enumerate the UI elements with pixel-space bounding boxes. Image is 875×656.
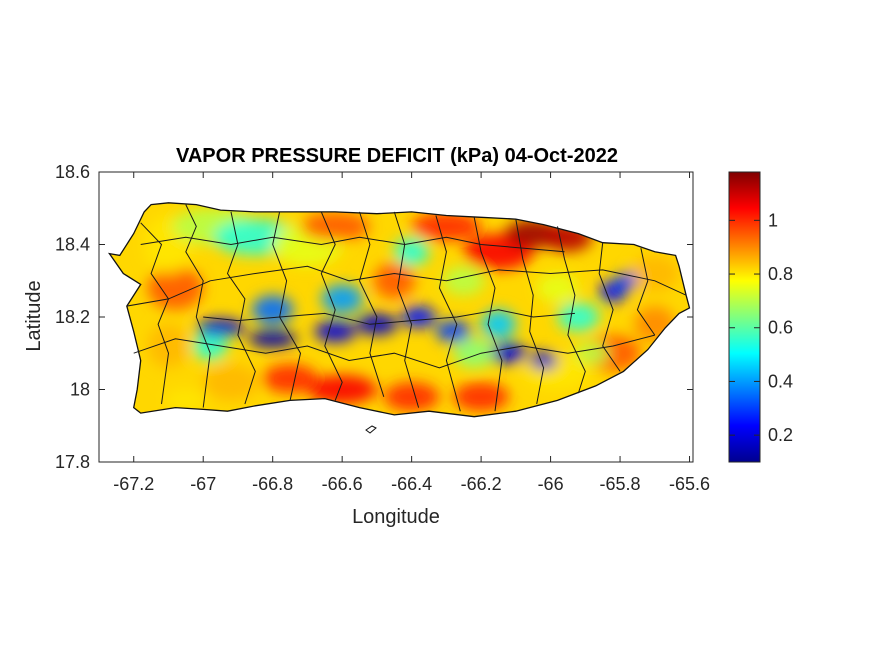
municipality-border-15 <box>133 334 655 369</box>
colorbar-ticks: 0.2 0.4 0.6 0.8 1 <box>729 210 793 445</box>
island-outline <box>107 202 691 418</box>
vpd-cell-11 <box>630 255 680 292</box>
x-tick-label-4: -66.4 <box>391 474 432 494</box>
municipality-borders <box>126 204 687 412</box>
municipality-border-4 <box>320 211 343 401</box>
colorbar-tick-label-4: 1 <box>768 210 778 230</box>
vpd-cell-7 <box>411 211 482 241</box>
vpd-cell-41 <box>165 389 207 412</box>
x-tick-label-0: -67.2 <box>113 474 154 494</box>
vpd-cell-0 <box>147 266 204 310</box>
colorbar-tick-label-3: 0.8 <box>768 264 793 284</box>
vpd-cell-24 <box>481 309 516 339</box>
vpd-cell-25 <box>536 273 579 303</box>
vpd-cell-6 <box>373 262 416 299</box>
municipality-border-16 <box>203 309 575 325</box>
plot-area <box>98 171 694 463</box>
x-tick-label-1: -67 <box>190 474 216 494</box>
x-axis: -67.2 -67 -66.8 -66.6 -66.4 -66.2 -66 -65.8 -65.… <box>113 172 710 494</box>
vpd-cell-32 <box>248 329 297 348</box>
vpd-cell-26 <box>557 302 600 332</box>
x-tick-label-6: -66 <box>538 474 564 494</box>
x-tick-label-3: -66.6 <box>322 474 363 494</box>
x-tick-label-5: -66.2 <box>461 474 502 494</box>
colorbar-tick-label-0: 0.2 <box>768 425 793 445</box>
vpd-cell-19 <box>203 364 259 401</box>
offshore-islets <box>365 425 377 434</box>
municipality-border-3 <box>272 211 302 401</box>
chart-title: VAPOR PRESSURE DEFICIT (kPa) 04-Oct-2022 <box>176 145 618 167</box>
colorbar-tick-label-1: 0.4 <box>768 371 793 391</box>
vpd-cell-33 <box>314 320 357 343</box>
vpd-cell-18 <box>262 364 318 394</box>
vpd-field <box>144 208 680 412</box>
colorbar-gradient <box>728 171 761 463</box>
vpd-cell-29 <box>251 295 294 325</box>
islet-caja-de-muerto <box>365 425 377 434</box>
colorbar-tick-label-2: 0.6 <box>768 318 793 338</box>
vpd-cell-35 <box>401 306 436 328</box>
municipality-border-10 <box>557 226 586 394</box>
x-tick-label-7: -65.8 <box>600 474 641 494</box>
vpd-cell-5 <box>300 211 370 241</box>
vpd-cell-20 <box>147 324 190 368</box>
vpd-cell-28 <box>192 331 228 361</box>
vpd-cell-34 <box>356 313 398 336</box>
y-tick-label-0: 17.8 <box>55 452 90 472</box>
municipality-border-12 <box>636 247 656 336</box>
municipality-border-14 <box>140 236 565 253</box>
vpd-cell-31 <box>196 318 245 337</box>
y-tick-label-1: 18 <box>70 380 90 400</box>
colorbar: 0.2 0.4 0.6 0.8 1 <box>728 171 793 463</box>
municipality-border-6 <box>393 211 420 408</box>
y-tick-label-4: 18.6 <box>55 162 90 182</box>
vpd-cell-15 <box>453 382 509 412</box>
x-axis-label: Longitude <box>352 506 440 528</box>
municipality-border-1 <box>185 204 211 408</box>
municipality-border-8 <box>473 217 503 412</box>
vpd-cell-17 <box>307 375 377 404</box>
vpd-cell-40 <box>616 271 638 290</box>
vpd-cell-16 <box>383 382 440 412</box>
island-heatmap <box>109 202 690 417</box>
vpd-cell-30 <box>321 284 364 314</box>
vpd-cell-22 <box>442 266 485 296</box>
x-tick-label-2: -66.8 <box>252 474 293 494</box>
vpd-cell-36 <box>435 320 471 343</box>
vpd-cell-37 <box>491 342 527 365</box>
y-axis-label: Latitude <box>23 280 45 351</box>
municipality-border-11 <box>598 242 621 372</box>
x-tick-label-8: -65.6 <box>669 474 710 494</box>
municipality-border-9 <box>515 219 545 405</box>
vpd-cell-38 <box>529 351 558 370</box>
y-axis: 17.8 18 18.2 18.4 18.6 <box>55 162 693 472</box>
municipality-border-2 <box>226 211 256 405</box>
municipality-border-7 <box>435 215 461 412</box>
y-tick-label-3: 18.4 <box>55 235 90 255</box>
vpd-cell-23 <box>453 338 496 368</box>
y-tick-label-2: 18.2 <box>55 307 90 327</box>
municipality-border-13 <box>126 265 687 307</box>
